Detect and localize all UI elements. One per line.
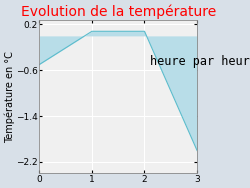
Title: Evolution de la température: Evolution de la température [20, 4, 216, 19]
Y-axis label: Température en °C: Température en °C [4, 51, 15, 143]
Text: heure par heure: heure par heure [150, 55, 250, 68]
